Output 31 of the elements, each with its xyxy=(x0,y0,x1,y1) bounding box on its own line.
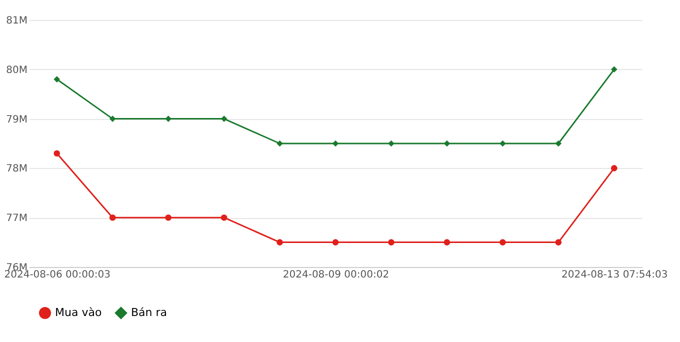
point xyxy=(388,140,394,147)
point xyxy=(555,140,562,147)
point xyxy=(220,214,228,221)
point xyxy=(500,239,506,246)
point xyxy=(165,214,172,221)
point xyxy=(109,116,116,122)
x-tick-label: 2024-08-13 07:54:03 xyxy=(562,270,668,280)
point xyxy=(500,140,506,147)
point xyxy=(555,239,562,246)
point xyxy=(276,239,283,246)
point xyxy=(444,239,450,246)
point xyxy=(332,140,339,147)
y-tick-label: 80M xyxy=(6,64,28,76)
point xyxy=(276,140,283,147)
y-tick-label: 79M xyxy=(6,114,28,126)
point xyxy=(54,150,60,157)
point xyxy=(444,140,450,147)
y-tick-label: 78M xyxy=(6,164,28,175)
point xyxy=(610,165,618,172)
point xyxy=(109,214,116,221)
point xyxy=(332,239,339,246)
y-tick-label: 81M xyxy=(6,16,28,26)
point xyxy=(388,239,394,246)
legend-label: Mua vào xyxy=(55,306,102,319)
legend-label: Bán ra xyxy=(131,306,168,319)
point xyxy=(610,66,618,73)
y-tick-label: 77M xyxy=(6,213,28,224)
x-tick-label: 2024-08-09 00:00:02 xyxy=(282,270,390,280)
point xyxy=(165,116,172,122)
point xyxy=(220,116,228,122)
point xyxy=(54,76,60,82)
